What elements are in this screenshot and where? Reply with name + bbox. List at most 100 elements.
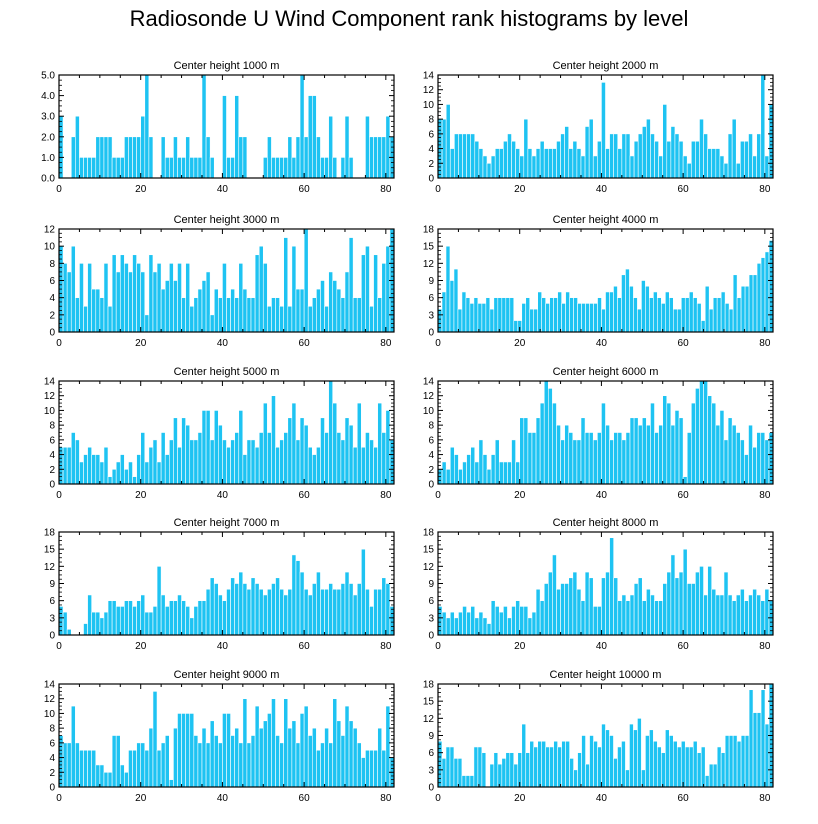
histogram-bar bbox=[674, 577, 680, 636]
histogram-bar bbox=[185, 606, 191, 636]
histogram-bar bbox=[728, 735, 734, 788]
histogram-bar bbox=[469, 303, 475, 333]
histogram-bar bbox=[580, 600, 586, 636]
histogram-bar bbox=[70, 432, 76, 485]
panel-title: Center height 6000 m bbox=[553, 366, 659, 378]
histogram-bar bbox=[557, 291, 562, 333]
histogram-bar bbox=[344, 115, 350, 179]
histogram-bar bbox=[111, 254, 117, 333]
histogram-bar bbox=[177, 713, 182, 788]
histogram-bar bbox=[519, 155, 525, 179]
histogram-bar bbox=[283, 237, 289, 333]
x-tick-label: 80 bbox=[380, 184, 392, 195]
x-tick-label: 60 bbox=[678, 338, 690, 349]
histogram-bar bbox=[373, 588, 378, 636]
histogram-bar bbox=[238, 410, 244, 485]
histogram-bar bbox=[466, 454, 471, 485]
histogram-bar bbox=[605, 291, 610, 333]
histogram-bar bbox=[625, 133, 631, 179]
histogram-bar bbox=[589, 735, 594, 788]
histogram-bar bbox=[193, 606, 199, 636]
histogram-bar bbox=[169, 600, 174, 636]
histogram-bar bbox=[744, 285, 750, 333]
y-tick-label: 4 bbox=[49, 450, 55, 461]
histogram-bar bbox=[234, 297, 240, 333]
y-tick-label: 9 bbox=[428, 276, 434, 287]
y-tick-label: 8 bbox=[428, 421, 434, 432]
histogram-bar bbox=[658, 600, 663, 636]
histogram-bar bbox=[83, 454, 88, 485]
x-tick-label: 40 bbox=[217, 490, 229, 501]
histogram-bar bbox=[169, 779, 174, 788]
histogram-bar bbox=[275, 446, 280, 485]
histogram-bar bbox=[218, 424, 223, 485]
x-tick-label: 20 bbox=[135, 338, 147, 349]
histogram-bar bbox=[332, 698, 338, 788]
histogram-bar bbox=[605, 148, 610, 179]
histogram-bar bbox=[503, 140, 508, 179]
histogram-bar bbox=[680, 297, 686, 333]
histogram-bar bbox=[316, 749, 321, 788]
histogram-bar bbox=[230, 735, 235, 788]
histogram-bar bbox=[271, 157, 276, 179]
histogram-bar bbox=[107, 600, 113, 636]
histogram-bar bbox=[760, 257, 766, 333]
histogram-bar bbox=[144, 611, 150, 636]
panel-title: Center height 4000 m bbox=[553, 214, 659, 226]
histogram-bar bbox=[613, 432, 619, 485]
histogram-bar bbox=[527, 432, 533, 485]
histogram-bar bbox=[328, 380, 334, 485]
histogram-bar bbox=[156, 263, 162, 333]
histogram-bar bbox=[509, 752, 515, 788]
histogram-bar bbox=[531, 611, 537, 636]
y-tick-label: 14 bbox=[44, 680, 56, 691]
histogram-bar bbox=[91, 611, 97, 636]
histogram-bar bbox=[646, 118, 651, 179]
histogram-bar bbox=[748, 133, 753, 179]
histogram-bar bbox=[111, 157, 117, 179]
histogram-bar bbox=[736, 297, 742, 333]
histogram-bar bbox=[311, 297, 317, 333]
histogram-bar bbox=[283, 432, 289, 485]
histogram-bar bbox=[548, 571, 553, 636]
histogram-bar bbox=[344, 417, 350, 485]
histogram-bar bbox=[497, 763, 503, 788]
histogram-bar bbox=[539, 600, 545, 636]
x-tick-label: 20 bbox=[514, 793, 526, 804]
histogram-bar bbox=[665, 291, 670, 333]
y-tick-label: 12 bbox=[423, 714, 435, 725]
histogram-bar bbox=[597, 140, 602, 179]
histogram-bar bbox=[503, 606, 508, 636]
histogram-bar bbox=[299, 288, 305, 333]
x-tick-label: 80 bbox=[380, 490, 392, 501]
histogram-bar bbox=[222, 600, 227, 636]
histogram-bar bbox=[185, 713, 191, 788]
histogram-bar bbox=[515, 461, 521, 485]
histogram-bar bbox=[352, 446, 358, 485]
histogram-bar bbox=[377, 727, 383, 788]
histogram-bar bbox=[193, 157, 199, 179]
histogram-bar bbox=[70, 245, 76, 333]
histogram-bar bbox=[690, 402, 696, 485]
histogram-bar bbox=[238, 571, 244, 636]
histogram-bar bbox=[119, 606, 125, 636]
histogram-bar bbox=[348, 720, 354, 788]
histogram-bar bbox=[601, 82, 606, 179]
histogram-bar bbox=[381, 263, 387, 333]
histogram-bar bbox=[344, 571, 350, 636]
histogram-bar bbox=[173, 600, 178, 636]
histogram-bar bbox=[83, 157, 88, 179]
histogram-bar bbox=[79, 749, 84, 788]
histogram-panel-5: Center height 5000 m 0 20 40 60 80 0 2 4 6 8 10 12 14 bbox=[44, 366, 395, 501]
histogram-bar bbox=[445, 617, 451, 636]
histogram-bar bbox=[478, 148, 484, 179]
histogram-bar bbox=[303, 228, 309, 333]
histogram-bar bbox=[136, 454, 142, 485]
x-tick-label: 60 bbox=[678, 793, 690, 804]
y-tick-label: 4 bbox=[428, 144, 434, 155]
histogram-bar bbox=[238, 263, 244, 333]
histogram-bar bbox=[669, 297, 674, 333]
histogram-bar bbox=[696, 752, 702, 788]
histogram-bar bbox=[629, 417, 635, 485]
histogram-bar bbox=[625, 600, 631, 636]
